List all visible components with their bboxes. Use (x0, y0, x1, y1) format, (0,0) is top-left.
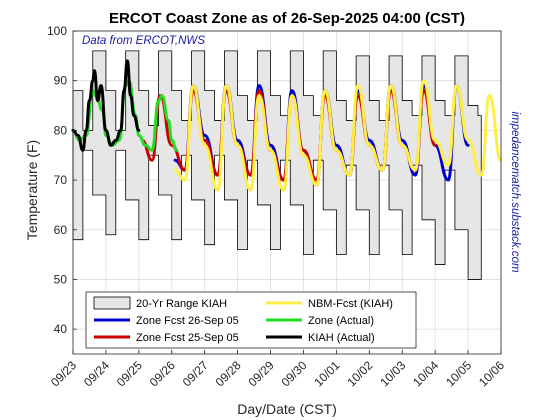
y-tick-label: 40 (54, 322, 68, 336)
legend-box (85, 291, 417, 349)
y-tick-label: 60 (54, 223, 68, 237)
y-tick-label: 90 (54, 74, 68, 88)
y-tick-label: 100 (47, 24, 67, 38)
legend-swatch (93, 296, 131, 310)
series-lines-layer (71, 59, 503, 192)
y-tick-label: 50 (54, 272, 68, 286)
legend-label: KIAH (Actual) (308, 332, 375, 344)
legend-item-zone-fcst-26-sep-05: Zone Fcst 26-Sep 05 (94, 315, 239, 327)
source-annotation: Data from ERCOT,NWS (82, 35, 205, 47)
legend-item-nbm-fcst-kiah: NBM-Fcst (KIAH) (266, 298, 393, 310)
legend-item-kiah-actual: KIAH (Actual) (266, 332, 375, 344)
plot-frame (72, 30, 502, 355)
series-nbm-fcst-kiah-line (173, 79, 503, 192)
legend-label: Zone Fcst 25-Sep 05 (136, 332, 239, 344)
legend-label: NBM-Fcst (KIAH) (308, 298, 393, 310)
y-tick-label: 80 (54, 123, 68, 137)
legend: 20-Yr Range KIAH NBM-Fcst (KIAH) Zone Fcst… (85, 291, 417, 349)
y-axis-ticks: 40 50 60 70 80 90 100 (47, 24, 77, 336)
series-kiah-actual-line (71, 59, 141, 152)
legend-item-zone-fcst-25-sep-05: Zone Fcst 25-Sep 05 (94, 332, 239, 344)
legend-item-20-yr-range-kiah: 20-Yr Range KIAH (93, 296, 227, 310)
chart-title: ERCOT Coast Zone as of 26-Sep-2025 04:00… (109, 10, 465, 27)
legend-label: 20-Yr Range KIAH (136, 298, 227, 310)
legend-item-zone-actual: Zone (Actual) (266, 315, 374, 327)
legend-label: Zone Fcst 26-Sep 05 (136, 315, 239, 327)
x-axis-label: Day/Date (CST) (237, 401, 337, 417)
y-axis-label: Temperature (F) (24, 140, 40, 240)
website-annotation: impedancematch.substack.com (509, 111, 521, 272)
legend-label: Zone (Actual) (308, 315, 374, 327)
y-tick-label: 70 (54, 173, 68, 187)
series-zone-actual-line (71, 79, 179, 152)
